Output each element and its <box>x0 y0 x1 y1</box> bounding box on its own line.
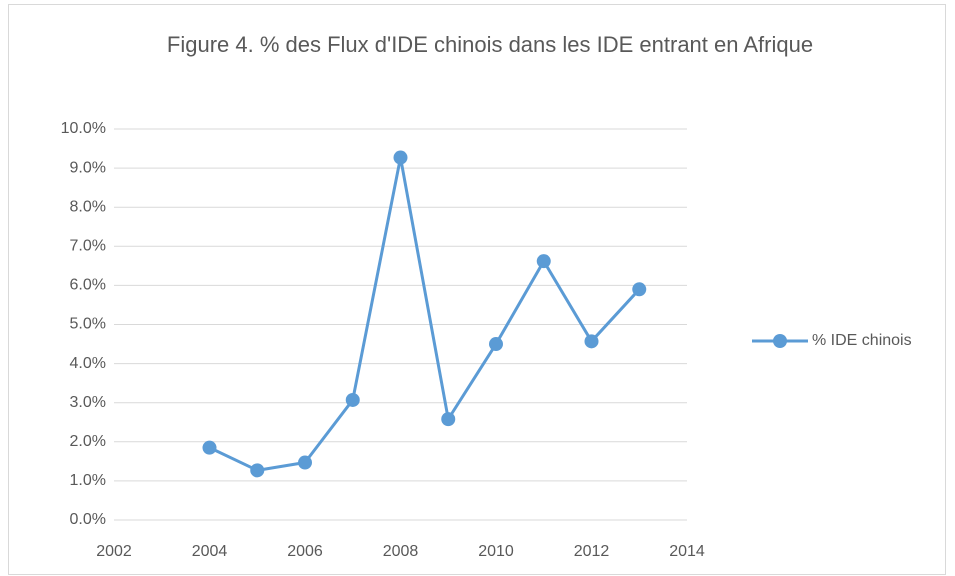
y-tick-label: 4.0% <box>70 355 106 372</box>
y-tick-label: 9.0% <box>70 159 106 176</box>
point <box>489 337 503 352</box>
y-tick-label: 0.0% <box>70 511 106 528</box>
point <box>441 412 456 427</box>
x-tick-label: 2006 <box>287 543 323 560</box>
point <box>632 282 647 297</box>
point <box>584 334 599 349</box>
x-tick-label: 2008 <box>383 543 419 560</box>
y-tick-label: 3.0% <box>70 394 106 411</box>
series-line <box>208 156 641 472</box>
x-tick-label: 2010 <box>478 543 514 560</box>
point <box>298 455 312 470</box>
legend-label: % IDE chinois <box>812 332 912 349</box>
point <box>393 150 408 165</box>
point <box>250 463 265 478</box>
chart-border <box>8 4 946 575</box>
y-tick-label: 10.0% <box>61 120 106 137</box>
y-tick-label: 8.0% <box>70 198 106 215</box>
x-tick-label: 2004 <box>192 543 228 560</box>
point <box>536 254 551 269</box>
y-tick-label: 7.0% <box>70 238 106 255</box>
x-tick-label: 2014 <box>669 543 705 560</box>
chart-title: Figure 4. % des Flux d'IDE chinois dans … <box>166 32 814 57</box>
point <box>202 440 217 455</box>
x-tick-label: 2012 <box>574 543 610 560</box>
y-tick-label: 2.0% <box>70 433 106 450</box>
x-tick-label: 2002 <box>96 543 132 560</box>
legend-marker <box>773 334 787 348</box>
y-tick-label: 5.0% <box>70 316 106 333</box>
y-tick-label: 1.0% <box>70 472 106 489</box>
point <box>345 392 360 407</box>
y-tick-label: 6.0% <box>70 277 106 294</box>
